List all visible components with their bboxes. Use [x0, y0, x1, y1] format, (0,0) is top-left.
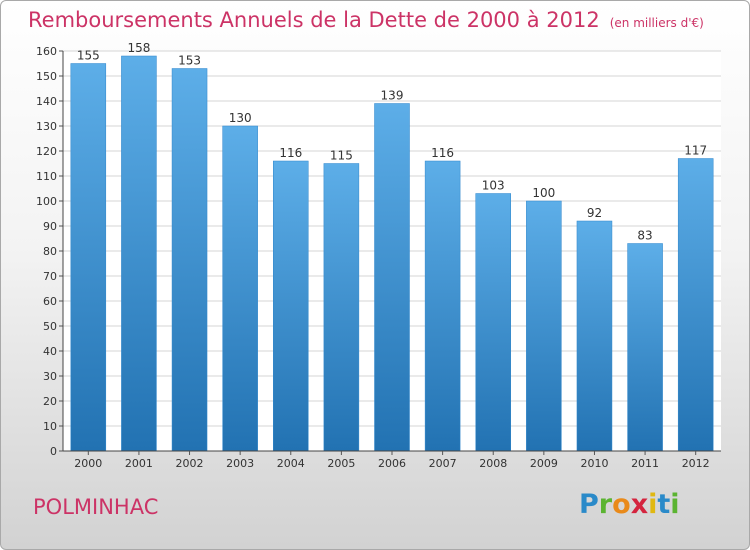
bar-2005: [323, 163, 360, 452]
bar-2000: [70, 63, 107, 452]
bar-value-label: 139: [381, 89, 404, 103]
x-tick-label: 2010: [580, 457, 608, 470]
x-tick-label: 2009: [530, 457, 558, 470]
y-tick-label: 80: [43, 245, 57, 258]
x-tick-label: 2012: [682, 457, 710, 470]
x-tick-label: 2000: [74, 457, 102, 470]
bar-value-label: 153: [178, 54, 201, 68]
y-tick-label: 130: [36, 120, 57, 133]
bar-value-label: 155: [77, 49, 100, 63]
bar-value-label: 158: [127, 41, 150, 55]
bar-2011: [627, 243, 663, 452]
x-tick-label: 2008: [479, 457, 507, 470]
logo-letter-6: t: [657, 489, 671, 520]
bar-value-label: 116: [279, 146, 302, 160]
y-tick-label: 30: [43, 370, 57, 383]
bar-value-label: 92: [587, 206, 602, 220]
y-tick-label: 110: [36, 170, 57, 183]
bar-value-label: 100: [532, 186, 555, 200]
axes: [59, 50, 721, 455]
y-tick-label: 160: [36, 45, 57, 58]
bar-2002: [171, 68, 208, 452]
bar-value-label: 115: [330, 149, 353, 163]
labels: 0 10 20 30 40 50 60 70 80 90 100 110 120 130 140 150 160…: [36, 41, 710, 470]
chart-subtitle: (en milliers d'€): [609, 16, 704, 30]
x-tick-label: 2006: [378, 457, 406, 470]
bar-value-label: 83: [637, 229, 652, 243]
y-tick-label: 120: [36, 145, 57, 158]
bar-value-label: 117: [684, 144, 707, 158]
bar-2007: [424, 160, 461, 452]
bar-2009: [526, 200, 562, 452]
bar-2008: [475, 193, 511, 452]
y-tick-label: 90: [43, 220, 57, 233]
logo-letter-7: i: [670, 489, 680, 520]
proxiti-logo[interactable]: Proxiti: [579, 489, 680, 520]
bar-value-label: 116: [431, 146, 454, 160]
y-tick-label: 70: [43, 270, 57, 283]
bar-2004: [273, 160, 309, 452]
chart-title-text: Remboursements Annuels de la Dette de 20…: [28, 8, 600, 32]
logo-letter-3: o: [612, 489, 631, 520]
bar-2010: [576, 220, 613, 452]
x-tick-label: 2002: [176, 457, 204, 470]
y-tick-label: 0: [50, 445, 57, 458]
x-tick-label: 2007: [429, 457, 457, 470]
logo-letter-1: P: [579, 489, 599, 520]
y-tick-label: 60: [43, 295, 57, 308]
bar-value-label: 103: [482, 179, 505, 193]
bar-2006: [374, 103, 410, 452]
bar-2003: [222, 125, 258, 452]
logo-letter-2: r: [598, 489, 613, 520]
bar-2012: [677, 158, 714, 452]
y-tick-label: 50: [43, 320, 57, 333]
chart-title: Remboursements Annuels de la Dette de 20…: [28, 8, 704, 32]
logo-letter-5: i: [648, 489, 658, 520]
logo-letter-4: x: [630, 489, 649, 520]
bar-value-label: 130: [229, 111, 252, 125]
bar-2001: [121, 55, 157, 452]
y-tick-label: 40: [43, 345, 57, 358]
y-tick-label: 100: [36, 195, 57, 208]
x-tick-label: 2005: [327, 457, 355, 470]
bars: [70, 55, 714, 452]
y-tick-label: 20: [43, 395, 57, 408]
city-name: POLMINHAC: [33, 495, 159, 519]
y-tick-label: 10: [43, 420, 57, 433]
x-tick-label: 2004: [277, 457, 305, 470]
y-tick-label: 140: [36, 95, 57, 108]
x-tick-label: 2001: [125, 457, 153, 470]
x-tick-label: 2003: [226, 457, 254, 470]
x-tick-label: 2011: [631, 457, 659, 470]
y-tick-label: 150: [36, 70, 57, 83]
